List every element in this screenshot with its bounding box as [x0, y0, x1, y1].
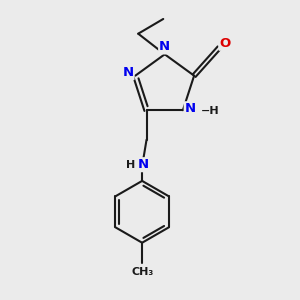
- Text: N: N: [185, 102, 196, 115]
- Text: N: N: [138, 158, 149, 171]
- Text: N: N: [159, 40, 170, 53]
- Text: H: H: [126, 160, 136, 170]
- Text: N: N: [122, 66, 134, 79]
- Text: CH₃: CH₃: [131, 267, 153, 277]
- Text: −H: −H: [201, 106, 220, 116]
- Text: O: O: [219, 37, 231, 50]
